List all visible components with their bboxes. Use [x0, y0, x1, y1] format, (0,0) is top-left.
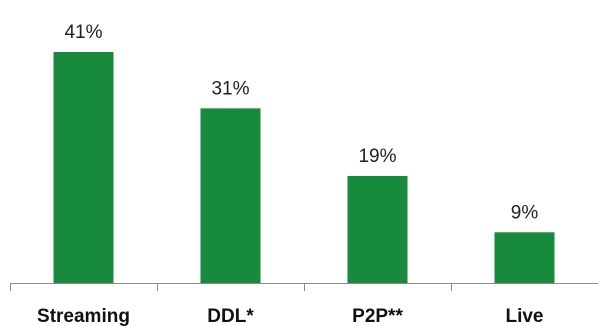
bars-layer [53, 52, 555, 283]
data-labels-layer: 41% 31% 19% 9% [64, 22, 538, 223]
category-labels-layer: Streaming DDL* P2P** Live [37, 306, 543, 326]
data-label-live: 9% [511, 202, 539, 223]
x-axis [10, 283, 598, 291]
category-label-streaming: Streaming [37, 306, 130, 326]
category-label-ddl: DDL* [207, 306, 254, 326]
category-label-live: Live [505, 306, 543, 326]
bar-ddl [200, 108, 261, 283]
data-label-p2p: 19% [358, 146, 396, 167]
data-label-ddl: 31% [211, 78, 249, 99]
category-label-p2p: P2P** [352, 306, 403, 326]
bar-streaming [53, 52, 114, 283]
bar-live [494, 232, 555, 283]
bar-p2p [347, 175, 408, 283]
data-label-streaming: 41% [64, 22, 102, 43]
